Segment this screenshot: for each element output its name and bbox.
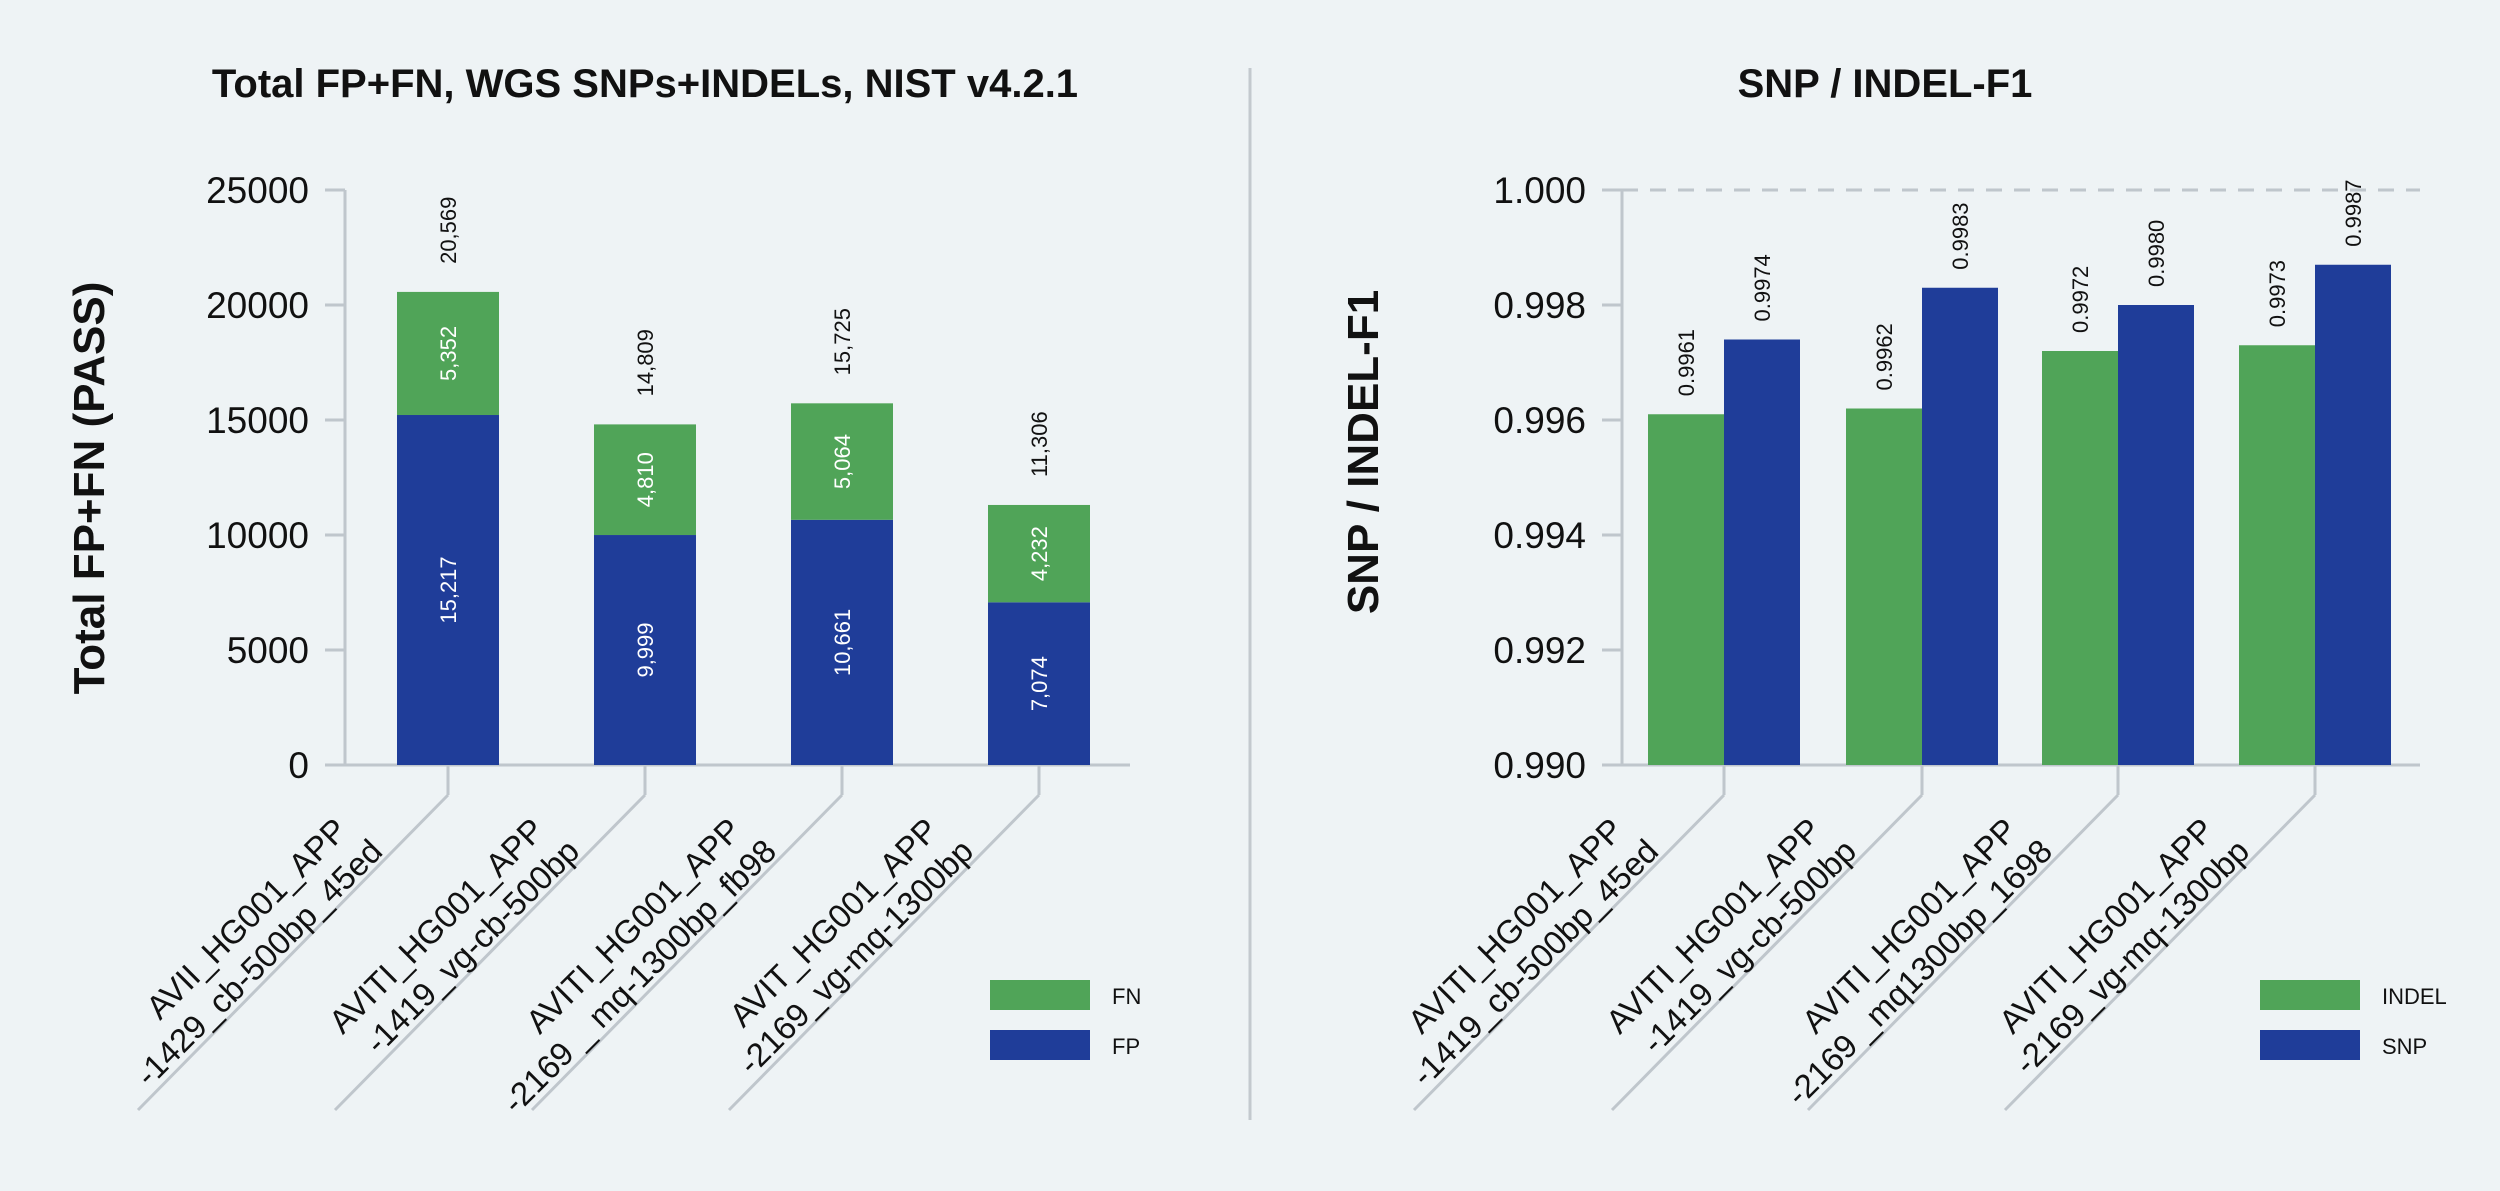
left-chart-panel: Total FP+FN, WGS SNPs+INDELs, NIST v4.2.… <box>65 62 1141 1120</box>
left-y-tick-label: 0 <box>288 745 309 786</box>
fn-bar <box>988 504 1090 603</box>
right-legend-label-indel: INDEL <box>2382 984 2447 1009</box>
left-legend-label-fp: FP <box>1112 1034 1140 1059</box>
right-y-tick-label: 0.994 <box>1493 515 1586 556</box>
left-chart-title: Total FP+FN, WGS SNPs+INDELs, NIST v4.2.… <box>212 62 1078 106</box>
right-y-tick-label: 0.990 <box>1493 745 1586 786</box>
indel-f1-bar <box>2042 351 2118 765</box>
snp-f1-value-label: 0.9987 <box>2341 179 2366 246</box>
snp-f1-bar <box>1922 287 1998 765</box>
fn-value-label: 4,232 <box>1027 526 1052 581</box>
indel-f1-bar <box>1648 414 1724 765</box>
right-y-tick-label: 1.000 <box>1493 170 1586 211</box>
snp-f1-value-label: 0.9974 <box>1750 254 1775 321</box>
left-x-leader-line <box>727 793 1041 1112</box>
snp-f1-bar <box>2118 305 2194 765</box>
left-y-tick-label: 25000 <box>206 170 309 211</box>
fp-bar <box>594 535 696 765</box>
x-tick-label-line: -1429_cb-500bp_45ed <box>128 832 389 1093</box>
right-x-tick-label: AVITI_HG001_APP-1419_cb-500bp_45ed <box>1376 804 1665 1093</box>
snp-f1-bar <box>1724 339 1800 765</box>
left-y-tick-label: 5000 <box>227 630 309 671</box>
fp-value-label: 7,074 <box>1027 656 1052 711</box>
right-legend-swatch-indel <box>2260 980 2360 1010</box>
left-x-leader-line <box>136 793 450 1112</box>
right-y-tick-label: 0.996 <box>1493 400 1586 441</box>
right-legend-swatch-snp <box>2260 1030 2360 1060</box>
right-y-tick-label: 0.992 <box>1493 630 1586 671</box>
left-legend-swatch-fp <box>990 1030 1090 1060</box>
fn-value-label: 4,810 <box>633 452 658 507</box>
fp-value-label: 9,999 <box>633 622 658 677</box>
right-x-leader-line <box>1806 793 2120 1112</box>
indel-f1-bar <box>2239 345 2315 765</box>
fn-bar <box>594 424 696 536</box>
left-x-leader-line <box>333 793 647 1112</box>
indel-f1-value-label: 0.9962 <box>1872 323 1897 390</box>
fn-value-label: 5,064 <box>830 434 855 489</box>
snp-f1-bar <box>2315 264 2391 765</box>
left-legend-label-fn: FN <box>1112 984 1141 1009</box>
snp-f1-value-label: 0.9980 <box>2144 220 2169 287</box>
left-x-tick-label: AVII_HG001_APP-1429_cb-500bp_45ed <box>100 804 389 1093</box>
left-legend-swatch-fn <box>990 980 1090 1010</box>
right-x-leader-line <box>1610 793 1924 1112</box>
fp-bar <box>988 602 1090 765</box>
fp-value-label: 15,217 <box>436 556 461 623</box>
right-y-axis-label: SNP / INDEL-F1 <box>1339 290 1388 614</box>
snp-f1-value-label: 0.9983 <box>1948 202 1973 269</box>
left-y-tick-label: 10000 <box>206 515 309 556</box>
right-chart-panel: SNP / INDEL-F1 SNP / INDEL-F1 0.990 0.992… <box>1339 62 2447 1113</box>
total-value-label: 20,569 <box>436 197 461 264</box>
fp-value-label: 10,661 <box>830 609 855 676</box>
fp-bar <box>397 415 499 765</box>
x-tick-label-line: -1419_cb-500bp_45ed <box>1404 832 1665 1093</box>
fn-value-label: 5,352 <box>436 326 461 381</box>
fp-bar <box>791 519 893 765</box>
indel-f1-bar <box>1846 408 1922 765</box>
right-legend-label-snp: SNP <box>2382 1034 2427 1059</box>
left-y-tick-label: 20000 <box>206 285 309 326</box>
fn-bar <box>397 291 499 416</box>
total-value-label: 11,306 <box>1027 411 1052 477</box>
left-y-axis-label: Total FP+FN (PASS) <box>65 282 114 695</box>
right-x-leader-line <box>1412 793 1726 1112</box>
right-x-leader-line <box>2003 793 2317 1112</box>
total-value-label: 15,725 <box>830 308 855 375</box>
indel-f1-value-label: 0.9973 <box>2265 260 2290 327</box>
left-x-leader-line <box>530 793 844 1112</box>
fn-bar <box>791 403 893 520</box>
indel-f1-value-label: 0.9972 <box>2068 266 2093 333</box>
left-y-tick-label: 15000 <box>206 400 309 441</box>
right-chart-title: SNP / INDEL-F1 <box>1738 62 2033 106</box>
right-y-tick-label: 0.998 <box>1493 285 1586 326</box>
total-value-label: 14,809 <box>633 329 658 396</box>
indel-f1-value-label: 0.9961 <box>1674 329 1699 396</box>
